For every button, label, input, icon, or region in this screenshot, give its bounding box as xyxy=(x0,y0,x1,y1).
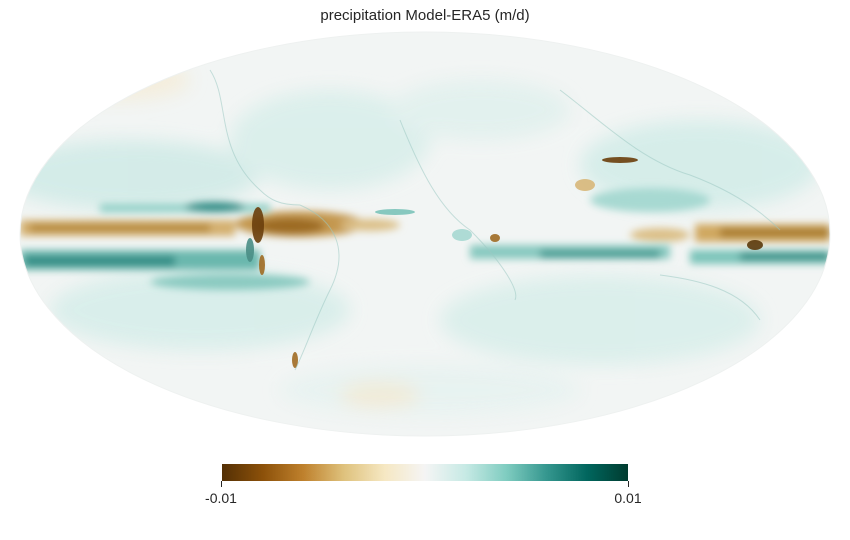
colorbar xyxy=(222,464,628,481)
colorbar-tick-max xyxy=(628,481,629,487)
colorbar-label-max: 0.01 xyxy=(614,490,642,506)
colorbar-label-min: -0.01 xyxy=(205,490,237,506)
colorbar-tick-min xyxy=(221,481,222,487)
map-boundary xyxy=(19,31,831,437)
map-title: precipitation Model-ERA5 (m/d) xyxy=(320,7,530,24)
